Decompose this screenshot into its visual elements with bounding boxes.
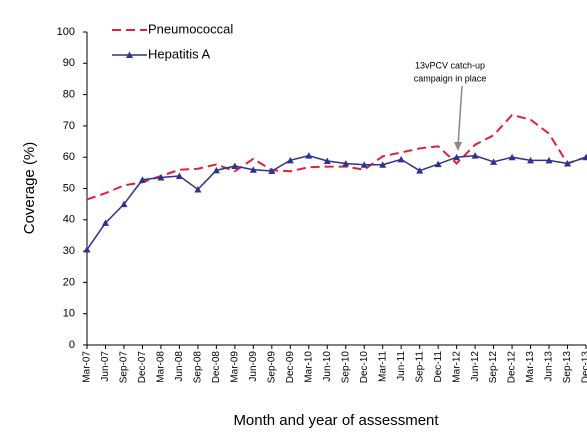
- y-tick-label: 100: [57, 26, 75, 38]
- x-tick-label: Sep-11: [414, 351, 425, 383]
- point: [471, 152, 479, 159]
- point: [342, 159, 350, 167]
- point: [453, 153, 461, 161]
- y-tick-label: 50: [63, 182, 75, 194]
- point: [194, 185, 202, 193]
- x-tick-label: Dec-12: [507, 351, 518, 384]
- x-tick-label: Mar-09: [229, 351, 240, 383]
- point: [249, 166, 257, 173]
- point: [564, 159, 572, 167]
- x-tick-label: Dec-10: [359, 351, 370, 384]
- annotation: campaign in place: [414, 73, 487, 83]
- point: [286, 156, 294, 164]
- point: [582, 153, 587, 161]
- x-tick-label: Jun-13: [544, 351, 555, 382]
- y-tick-label: 0: [69, 339, 75, 351]
- y-tick-label: 70: [63, 120, 75, 132]
- x-tick-label: Dec-13: [581, 351, 587, 384]
- x-tick-label: Sep-09: [266, 351, 277, 384]
- x-tick-label: Jun-07: [100, 351, 111, 382]
- x-tick-label: Mar-12: [451, 351, 462, 383]
- x-tick-label: Jun-12: [470, 351, 481, 382]
- x-tick-label: Sep-07: [119, 351, 130, 384]
- point: [416, 167, 424, 174]
- point: [83, 246, 91, 253]
- x-tick-label: Dec-09: [285, 351, 296, 384]
- x-tick-label: Mar-07: [82, 351, 93, 383]
- point: [508, 153, 516, 161]
- legend-marker: [126, 51, 133, 58]
- x-tick-label: Sep-08: [193, 351, 204, 384]
- annotation-arrow: [457, 85, 463, 147]
- y-axis-label: Coverage (%): [21, 142, 38, 235]
- point: [120, 200, 128, 208]
- legend-label: Hepatitis A: [148, 46, 210, 61]
- point: [527, 156, 535, 164]
- series-line: [86, 154, 587, 250]
- y-tick-label: 40: [63, 214, 75, 226]
- x-tick-label: Dec-11: [433, 351, 444, 383]
- point: [212, 166, 220, 174]
- x-tick-label: Mar-10: [303, 351, 314, 383]
- point: [379, 161, 387, 168]
- x-tick-label: Sep-10: [340, 351, 351, 384]
- point: [157, 174, 165, 181]
- x-tick-label: Mar-11: [377, 351, 388, 382]
- point: [231, 162, 239, 169]
- x-axis-label: Month and year of assessment: [233, 412, 439, 429]
- point: [434, 160, 442, 168]
- y-tick-label: 80: [63, 89, 75, 101]
- x-tick-label: Sep-12: [488, 351, 499, 384]
- point: [397, 155, 405, 163]
- y-tick-label: 60: [63, 151, 75, 163]
- y-tick-label: 10: [63, 308, 75, 320]
- point: [490, 158, 498, 165]
- x-tick-label: Dec-07: [137, 351, 148, 384]
- point: [175, 172, 183, 179]
- point: [101, 219, 109, 226]
- annotation: 13vPCV catch-up: [415, 60, 485, 70]
- x-tick-label: Mar-08: [156, 351, 167, 383]
- point: [305, 152, 313, 159]
- x-tick-label: Mar-13: [525, 351, 536, 383]
- x-tick-label: Jun-09: [248, 351, 259, 382]
- y-tick-label: 20: [63, 276, 75, 288]
- point: [545, 156, 553, 164]
- point: [323, 157, 331, 164]
- y-tick-label: 90: [63, 57, 75, 69]
- y-tick-label: 30: [63, 245, 75, 257]
- legend-label: Pneumococcal: [148, 21, 233, 36]
- point: [268, 167, 276, 174]
- series-line: [86, 113, 587, 201]
- x-tick-label: Jun-10: [322, 351, 333, 382]
- x-tick-label: Jun-08: [174, 351, 185, 382]
- annotation-arrowhead: [454, 142, 462, 151]
- x-tick-label: Dec-08: [211, 351, 222, 384]
- point: [360, 161, 368, 168]
- point: [138, 176, 146, 183]
- x-tick-label: Sep-13: [562, 351, 573, 384]
- x-tick-label: Jun-11: [396, 351, 407, 381]
